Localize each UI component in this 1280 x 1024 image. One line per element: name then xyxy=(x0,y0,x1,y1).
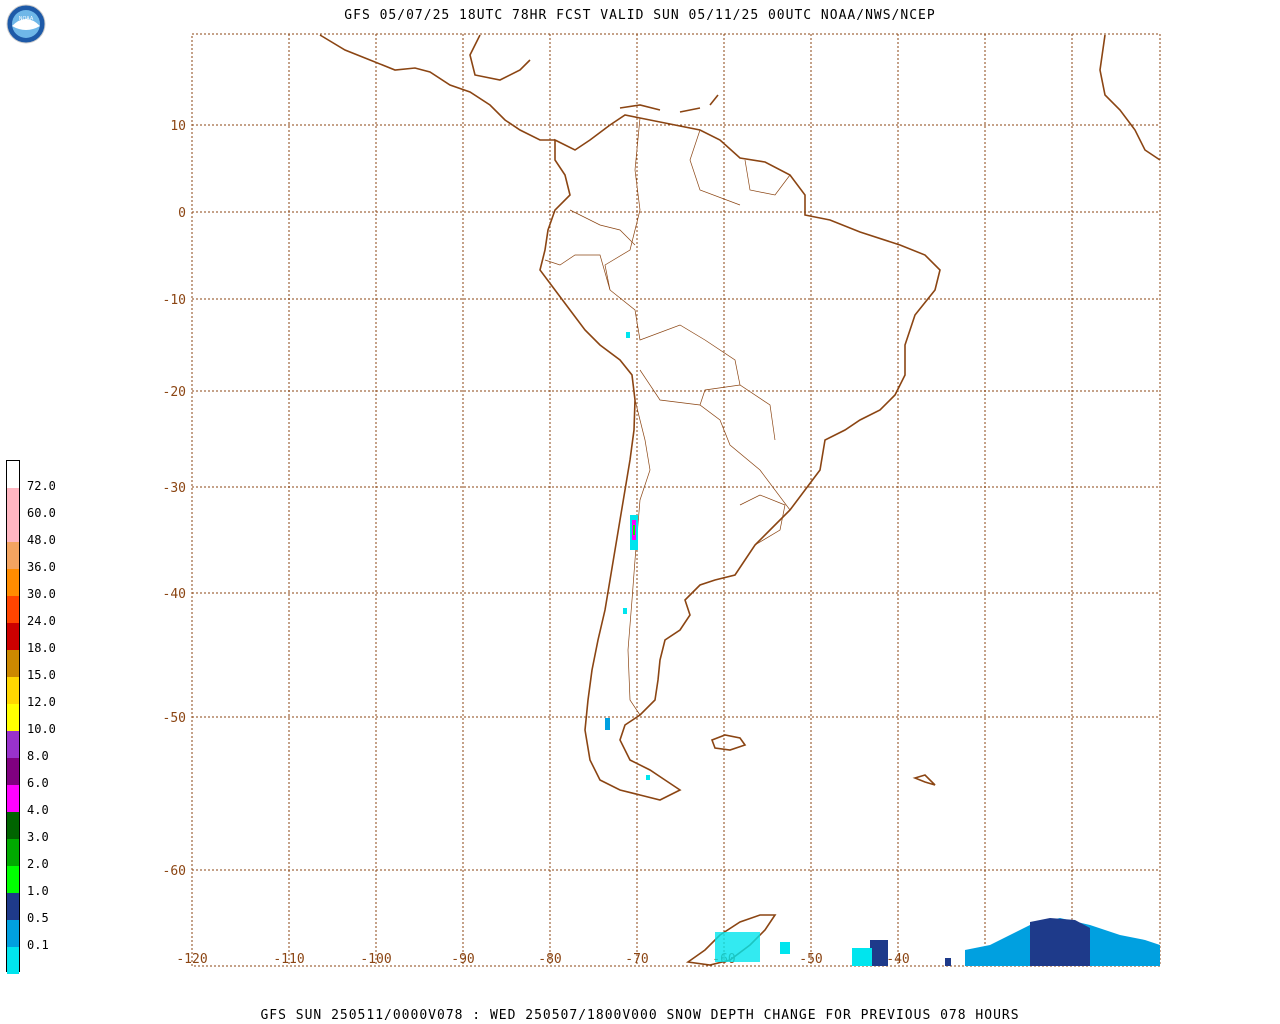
chart-caption: GFS SUN 250511/0000V078 : WED 250507/180… xyxy=(260,1008,1020,1023)
latitude-label: 10 xyxy=(170,119,186,134)
snow-patch-peninsula xyxy=(715,932,760,962)
latitude-label: -30 xyxy=(163,481,186,496)
andes-snow-peak xyxy=(633,525,635,535)
legend-label: 60.0 xyxy=(27,506,56,520)
legend-label: 30.0 xyxy=(27,587,56,601)
legend-label: 0.1 xyxy=(27,938,49,952)
legend-swatch xyxy=(7,974,19,999)
legend-swatch xyxy=(7,677,19,704)
snow-patch-east xyxy=(945,958,951,966)
gulf-coast xyxy=(469,34,531,81)
snow-patch-weddell-dark xyxy=(870,940,888,966)
legend-swatch xyxy=(7,596,19,623)
legend-swatch xyxy=(7,704,19,731)
legend-swatch xyxy=(7,731,19,758)
snow-patch-peninsula-east xyxy=(780,942,790,954)
map-frame xyxy=(191,33,1161,967)
legend-label: 72.0 xyxy=(27,479,56,493)
caribbean-islands xyxy=(619,94,719,113)
latitude-label: -60 xyxy=(163,864,186,879)
legend-label: 15.0 xyxy=(27,668,56,682)
snow-patch-patagonia xyxy=(605,718,610,730)
legend-swatch xyxy=(7,461,19,488)
legend-label: 2.0 xyxy=(27,857,49,871)
snow-patch-tierra xyxy=(646,775,650,780)
snow-patch-weddell-light xyxy=(852,948,872,966)
central-america-coast xyxy=(319,34,555,141)
south-america-coast xyxy=(539,114,941,801)
legend-swatch xyxy=(7,812,19,839)
legend-label: 6.0 xyxy=(27,776,49,790)
legend-swatch xyxy=(7,758,19,785)
noaa-logo-icon: NOAA xyxy=(6,4,46,44)
legend-swatch xyxy=(7,893,19,920)
legend-swatch xyxy=(7,839,19,866)
africa-coast xyxy=(1099,34,1161,161)
legend-label: 0.5 xyxy=(27,911,49,925)
legend-swatch xyxy=(7,569,19,596)
snow-patch-south xyxy=(623,608,627,614)
legend-swatch xyxy=(7,623,19,650)
legend-label: 12.0 xyxy=(27,695,56,709)
legend-label: 4.0 xyxy=(27,803,49,817)
legend-label: 18.0 xyxy=(27,641,56,655)
legend-swatch xyxy=(7,542,19,569)
legend-swatch xyxy=(7,947,19,974)
legend-swatch xyxy=(7,488,19,515)
longitude-label: -100 xyxy=(360,952,391,967)
antarctica-snow-dark xyxy=(1030,918,1090,966)
legend-swatch xyxy=(7,920,19,947)
snow-depth-patches xyxy=(605,332,1160,966)
legend-swatch xyxy=(7,785,19,812)
legend-swatch xyxy=(7,650,19,677)
falklands-coast xyxy=(710,734,747,751)
longitude-label: -120 xyxy=(176,952,207,967)
legend-label: 24.0 xyxy=(27,614,56,628)
legend-label: 3.0 xyxy=(27,830,49,844)
south-georgia-coast xyxy=(912,774,936,786)
longitude-label: -40 xyxy=(886,952,909,967)
graticule-labels: 10 0 -10 -20 -30 -40 -50 -60 -120 -110 -100 -90 -80 -… xyxy=(163,119,1084,967)
map-area: 10 0 -10 -20 -30 -40 -50 -60 -120 -110 -100 -90 -80 -… xyxy=(163,33,1161,967)
longitude-label: -50 xyxy=(799,952,822,967)
color-legend: 72.0 60.0 48.0 36.0 30.0 24.0 18.0 15.0 12.0 10.0… xyxy=(6,460,56,999)
latitude-label: -20 xyxy=(163,385,186,400)
legend-label: 36.0 xyxy=(27,560,56,574)
svg-text:NOAA: NOAA xyxy=(19,16,34,22)
longitude-label: -110 xyxy=(273,952,304,967)
longitude-label: -80 xyxy=(538,952,561,967)
latitude-label: -40 xyxy=(163,587,186,602)
snow-patch-north xyxy=(626,332,630,338)
legend-label: 10.0 xyxy=(27,722,56,736)
latitude-label: -50 xyxy=(163,711,186,726)
latitude-label: -10 xyxy=(163,293,186,308)
latitude-label: 0 xyxy=(178,206,186,221)
coastlines xyxy=(319,34,1161,966)
legend-label: 8.0 xyxy=(27,749,49,763)
country-borders xyxy=(544,117,791,716)
longitude-label: -90 xyxy=(451,952,474,967)
chart-title: GFS 05/07/25 18UTC 78HR FCST VALID SUN 0… xyxy=(344,8,936,23)
longitude-label: -70 xyxy=(625,952,648,967)
legend-label: 48.0 xyxy=(27,533,56,547)
legend-swatch xyxy=(7,866,19,893)
graticule xyxy=(192,34,1160,966)
legend-label: 1.0 xyxy=(27,884,49,898)
legend-swatch xyxy=(7,515,19,542)
